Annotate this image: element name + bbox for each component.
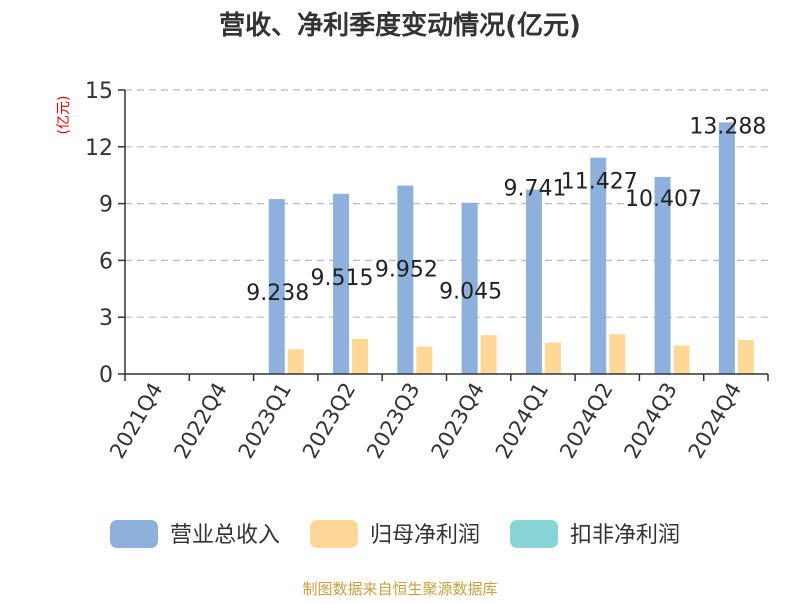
- legend-item: 归母净利润: [310, 520, 480, 548]
- data-label-revenue: 11.427: [561, 170, 638, 195]
- y-tick-label: 6: [99, 249, 113, 274]
- x-tick-label: 2021Q4: [105, 379, 167, 463]
- bar-revenue: [590, 157, 607, 374]
- x-tick-label: 2023Q3: [362, 379, 424, 463]
- y-tick-label: 9: [99, 193, 113, 218]
- bar-net-profit: [673, 345, 690, 374]
- bar-net-profit: [544, 342, 561, 374]
- y-tick-label: 0: [99, 363, 113, 388]
- bar-net-profit: [287, 349, 304, 374]
- bar-revenue: [268, 199, 285, 374]
- x-tick-label: 2022Q4: [169, 379, 231, 463]
- bar-revenue: [333, 193, 350, 374]
- bar-net-profit: [352, 338, 369, 374]
- data-label-revenue: 9.515: [311, 266, 374, 291]
- legend-swatch: [110, 520, 158, 548]
- x-tick-label: 2023Q2: [298, 379, 360, 463]
- x-tick-label: 2024Q4: [684, 379, 746, 463]
- x-tick-label: 2024Q2: [555, 379, 617, 463]
- x-tick-label: 2024Q1: [491, 379, 553, 463]
- bar-net-profit: [480, 335, 497, 374]
- bar-net-profit: [737, 339, 754, 374]
- y-tick-label: 15: [85, 79, 113, 104]
- data-label-revenue: 10.407: [625, 187, 702, 212]
- legend-label: 扣非净利润: [570, 523, 680, 548]
- bar-revenue: [525, 189, 542, 374]
- y-tick-label: 3: [99, 306, 113, 331]
- legend-item: 营业总收入: [110, 520, 280, 548]
- legend-swatch: [510, 520, 558, 548]
- y-axis-label: (亿元): [56, 96, 72, 135]
- x-tick-label: 2023Q4: [427, 379, 489, 463]
- data-label-revenue: 13.288: [689, 114, 766, 139]
- legend-label: 营业总收入: [170, 523, 280, 548]
- bar-revenue: [461, 202, 478, 374]
- x-tick-label: 2024Q3: [619, 379, 681, 463]
- legend-label: 归母净利润: [370, 523, 480, 548]
- bar-net-profit: [416, 346, 433, 374]
- bar-revenue: [397, 185, 414, 374]
- data-label-revenue: 9.741: [503, 177, 566, 202]
- bar-revenue: [654, 176, 671, 374]
- chart-title: 营收、净利季度变动情况(亿元): [219, 10, 581, 41]
- legend: 营业总收入 归母净利润 扣非净利润: [110, 520, 680, 548]
- data-label-revenue: 9.952: [375, 258, 438, 283]
- legend-swatch: [310, 520, 358, 548]
- y-tick-label: 12: [85, 136, 113, 161]
- source-note: 制图数据来自恒生聚源数据库: [302, 580, 497, 598]
- data-label-revenue: 9.238: [246, 281, 309, 306]
- legend-item: 扣非净利润: [510, 520, 680, 548]
- data-label-revenue: 9.045: [439, 280, 502, 305]
- bars-layer: [268, 122, 754, 374]
- x-tick-label: 2023Q1: [234, 379, 296, 463]
- bar-net-profit: [609, 334, 626, 374]
- bar-revenue: [718, 122, 735, 374]
